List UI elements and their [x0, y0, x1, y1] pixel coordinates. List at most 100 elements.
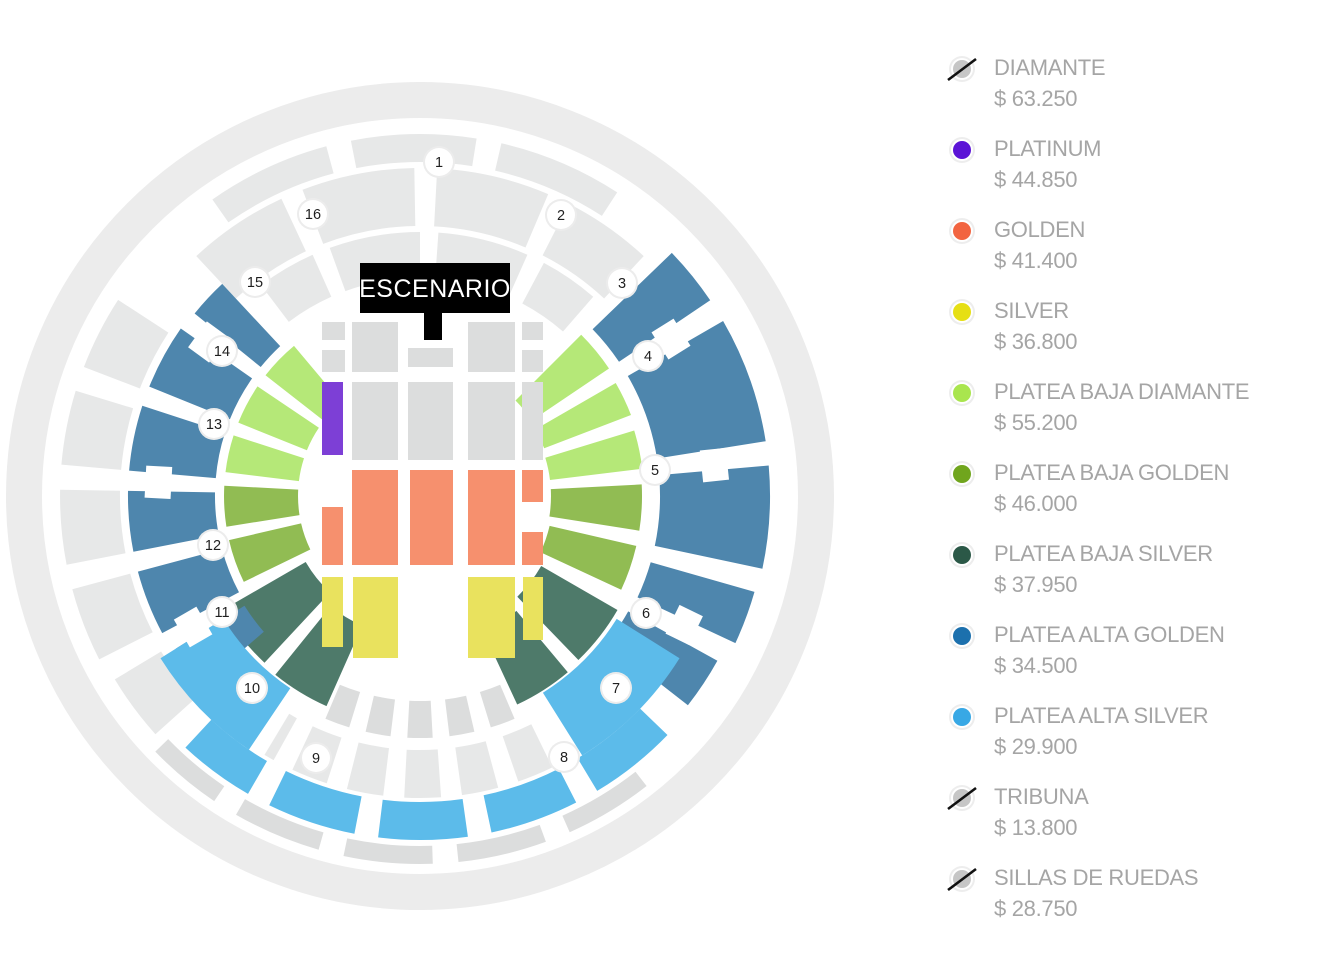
section-platea-alta-golden[interactable]	[137, 549, 239, 634]
floor-block-disabled	[322, 350, 345, 372]
badge-circle	[608, 269, 636, 297]
floor-block-silver[interactable]	[523, 577, 543, 640]
section-disabled	[155, 739, 225, 802]
section-platea-alta-golden[interactable]	[127, 490, 219, 552]
section-platea-baja-golden[interactable]	[549, 484, 643, 531]
legend-item-platea-alta-silver[interactable]: PLATEA ALTA SILVER $ 29.900	[946, 704, 1306, 759]
section-platea-alta-silver[interactable]	[483, 768, 577, 833]
floor-block-golden[interactable]	[322, 507, 343, 565]
section-platea-alta-silver[interactable]	[577, 708, 668, 791]
legend-item-silver[interactable]: SILVER $ 36.800	[946, 299, 1306, 354]
floor-block-golden[interactable]	[522, 470, 543, 502]
section-platea-alta-golden[interactable]	[627, 321, 766, 459]
section-platea-baja-golden[interactable]	[540, 525, 637, 590]
floor-block-silver[interactable]	[468, 577, 515, 658]
section-number-badge[interactable]: 4	[632, 340, 664, 372]
section-platea-alta-golden[interactable]	[194, 283, 281, 367]
legend-category-name: PLATEA BAJA GOLDEN	[994, 460, 1230, 485]
legend-item-tribuna[interactable]: TRIBUNA $ 13.800	[946, 785, 1306, 840]
legend-item-platea-baja-silver[interactable]: PLATEA BAJA SILVER $ 37.950	[946, 542, 1306, 597]
section-number-badge[interactable]: 14	[206, 335, 238, 367]
legend-item-sillas-de-ruedas[interactable]: SILLAS DE RUEDAS $ 28.750	[946, 866, 1306, 921]
floor-block-golden[interactable]	[352, 470, 398, 565]
section-number-badge[interactable]: 11	[206, 596, 238, 628]
section-platea-alta-golden[interactable]	[637, 562, 755, 644]
section-platea-alta-golden[interactable]	[149, 328, 253, 420]
legend-item-golden[interactable]: GOLDEN $ 41.400	[946, 218, 1306, 273]
section-disabled-light	[61, 390, 134, 470]
section-number-badge[interactable]: 1	[423, 146, 455, 178]
floor-block-golden[interactable]	[468, 470, 515, 565]
section-disabled-light	[60, 489, 126, 565]
badge-circle	[208, 598, 236, 626]
section-number-badge[interactable]: 12	[197, 529, 229, 561]
section-number-badge[interactable]: 6	[630, 597, 662, 629]
legend-category-name: SILLAS DE RUEDAS	[994, 865, 1199, 890]
section-platea-baja-diamante[interactable]	[545, 430, 643, 481]
section-disabled	[562, 771, 647, 833]
section-disabled-light	[455, 741, 499, 796]
section-disabled-light	[495, 143, 618, 216]
section-disabled-light	[264, 713, 297, 761]
section-number-label: 11	[214, 605, 229, 621]
legend-category-price: $ 28.750	[994, 896, 1078, 921]
badge-circle	[199, 531, 227, 559]
floor-block-disabled	[468, 382, 515, 460]
legend-color-dot	[949, 218, 975, 244]
section-platea-alta-silver[interactable]	[160, 618, 291, 750]
section-platea-alta-golden[interactable]	[654, 465, 771, 569]
section-disabled	[456, 824, 546, 862]
section-disabled-light	[502, 724, 553, 782]
section-platea-alta-silver[interactable]	[185, 719, 267, 794]
legend-category-name: PLATEA ALTA SILVER	[994, 703, 1209, 728]
section-number-badge[interactable]: 5	[639, 454, 671, 486]
section-number-badge[interactable]: 15	[239, 266, 271, 298]
section-number-label: 13	[206, 417, 222, 433]
section-platea-alta-silver[interactable]	[378, 799, 468, 841]
section-number-badge[interactable]: 16	[297, 198, 329, 230]
legend-item-diamante[interactable]: DIAMANTE $ 63.250	[946, 56, 1306, 111]
floor-block-golden[interactable]	[410, 470, 453, 565]
section-platea-baja-golden[interactable]	[224, 485, 300, 527]
section-platea-alta-silver[interactable]	[269, 771, 362, 834]
section-disabled	[407, 700, 433, 739]
legend-color-dot	[949, 704, 975, 730]
stage-label: ESCENARIO	[359, 275, 511, 303]
section-platea-baja-diamante[interactable]	[225, 435, 305, 482]
legend-item-platea-baja-diamante[interactable]: PLATEA BAJA DIAMANTE $ 55.200	[946, 380, 1306, 435]
legend-color-dot	[949, 137, 975, 163]
legend-item-platea-alta-golden[interactable]: PLATEA ALTA GOLDEN $ 34.500	[946, 623, 1306, 678]
legend-item-platea-baja-golden[interactable]: PLATEA BAJA GOLDEN $ 46.000	[946, 461, 1306, 516]
floor-block-silver[interactable]	[322, 577, 343, 647]
sold-out-strike-icon	[947, 57, 977, 82]
section-platea-baja-diamante[interactable]	[535, 383, 631, 449]
section-number-badge[interactable]: 10	[236, 672, 268, 704]
section-platea-baja-diamante[interactable]	[238, 386, 319, 451]
section-disabled-light	[302, 168, 416, 244]
floor-block-platinum[interactable]	[322, 382, 343, 455]
section-platea-alta-golden[interactable]	[592, 252, 711, 362]
legend-item-platinum[interactable]: PLATINUM $ 44.850	[946, 137, 1306, 192]
section-disabled	[445, 695, 475, 737]
section-number-badge[interactable]: 3	[606, 267, 638, 299]
section-disabled	[343, 838, 433, 865]
section-disabled-light	[83, 299, 169, 389]
badge-circle	[634, 342, 662, 370]
section-number-badge[interactable]: 13	[198, 408, 230, 440]
legend-category-name: GOLDEN	[994, 217, 1086, 242]
section-number-badge[interactable]: 7	[600, 672, 632, 704]
vomitory-notch	[699, 447, 730, 483]
section-number-badge[interactable]: 2	[545, 199, 577, 231]
floor-block-golden[interactable]	[522, 532, 543, 565]
section-number-badge[interactable]: 9	[300, 742, 332, 774]
legend-category-price: $ 37.950	[994, 572, 1078, 597]
legend-category-name: PLATEA ALTA GOLDEN	[994, 622, 1225, 647]
section-platea-baja-golden[interactable]	[229, 523, 311, 582]
section-platea-alta-golden[interactable]	[129, 405, 225, 479]
vomitory-notch	[173, 606, 213, 648]
floor-block-disabled	[408, 382, 453, 460]
floor-block-silver[interactable]	[353, 577, 398, 658]
section-number-badge[interactable]: 8	[548, 741, 580, 773]
section-disabled-light	[434, 168, 549, 248]
sold-out-strike-icon	[947, 867, 977, 892]
